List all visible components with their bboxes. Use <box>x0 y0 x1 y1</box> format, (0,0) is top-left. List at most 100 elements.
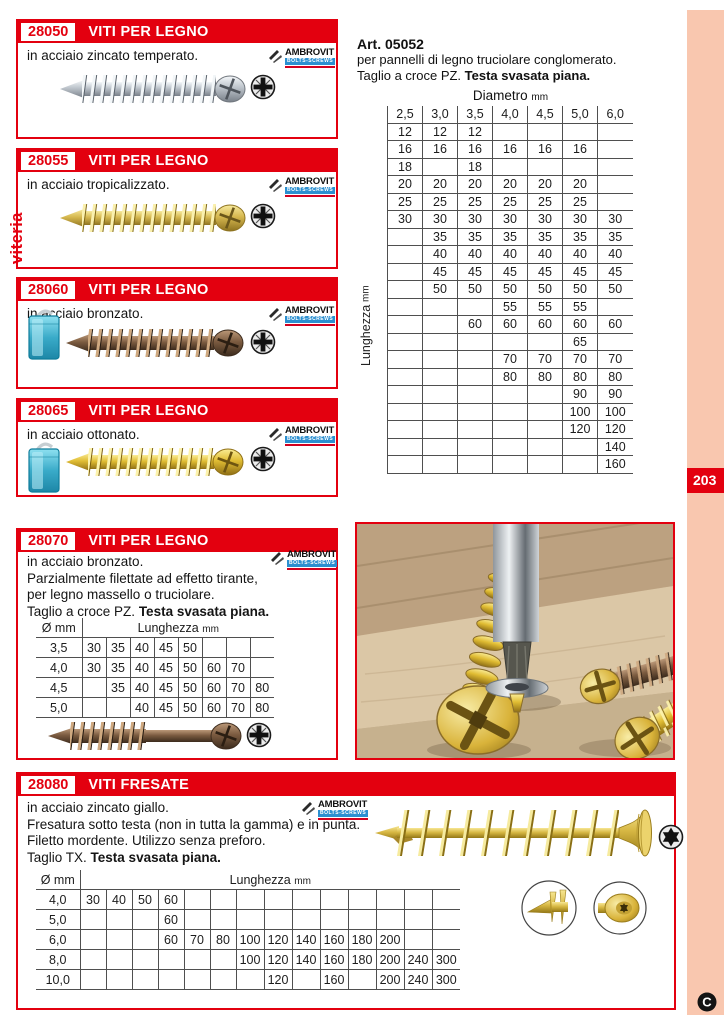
svg-text:C: C <box>702 995 712 1010</box>
table-cell <box>492 122 528 141</box>
table-cell <box>527 455 563 474</box>
table-cell: 60 <box>157 909 185 930</box>
table-cell: 50 <box>457 280 493 299</box>
table-row: 5,0 60 <box>36 909 460 930</box>
product-description-line: in acciaio ottonato. <box>27 427 140 442</box>
product-cut-text: Taglio TX. <box>27 849 87 865</box>
product-head-type: Testa svasata piana. <box>138 603 270 619</box>
table-cell: 60 <box>201 697 227 718</box>
table-cell <box>79 909 107 930</box>
table-cell <box>457 385 493 404</box>
table-cell: 80 <box>562 367 598 386</box>
table-row: 4,0 30 35 40 45 50 60 70 <box>36 657 274 678</box>
table-cell <box>492 332 528 351</box>
table-cell: 70 <box>225 677 251 698</box>
table-cell: 100 <box>597 402 633 421</box>
table-cell: 35 <box>105 637 131 658</box>
table-cell <box>422 157 458 176</box>
table-cell <box>492 385 528 404</box>
table-row: 60 60 60 60 60 <box>387 315 633 334</box>
brand-tagline: BOLTS-SCREWS <box>318 810 369 817</box>
product-description: in acciaio ottonato. <box>27 427 140 444</box>
table-cell <box>201 637 227 658</box>
table-row: 70 70 70 70 <box>387 350 633 369</box>
brand-logo: AMBROVIT BOLTS-SCREWS <box>301 800 369 820</box>
table-cell <box>492 437 528 456</box>
table-cell <box>209 969 237 990</box>
brand-text: AMBROVIT BOLTS-SCREWS <box>285 306 336 326</box>
table-cell: 40 <box>457 245 493 264</box>
table-cell <box>387 455 423 474</box>
table-cell: 80 <box>492 367 528 386</box>
brand-name: AMBROVIT <box>285 425 335 436</box>
product-title: VITI FRESATE <box>88 777 190 793</box>
table-cell <box>422 297 458 316</box>
table-row: 5,0 40 45 50 60 70 80 <box>36 697 274 718</box>
table-cell <box>183 909 211 930</box>
brand-text: AMBROVIT BOLTS-SCREWS <box>318 800 369 820</box>
table-cell: 40 <box>129 697 155 718</box>
brand-red-bar <box>285 443 336 446</box>
table-cell: 5,0 <box>36 909 81 930</box>
table-row: 160 <box>387 455 633 474</box>
table-cell <box>235 969 265 990</box>
product-title: VITI PER LEGNO <box>88 24 209 40</box>
table-cell: 40 <box>129 657 155 678</box>
table-cell: 65 <box>562 332 598 351</box>
table-cell: 60 <box>157 889 185 910</box>
table-cell: 140 <box>597 437 633 456</box>
col-header-cell: 3,5 <box>457 106 493 124</box>
product-code: 28070 <box>21 532 76 550</box>
brand-screws-icon <box>269 179 282 192</box>
table-cell <box>225 637 251 658</box>
table-cell: 200 <box>375 929 405 950</box>
table-cell <box>319 889 349 910</box>
table-row: 4,0 30 40 50 60 <box>36 889 460 910</box>
table-cell: 35 <box>105 657 131 678</box>
table-cell: 70 <box>183 929 211 950</box>
table-cell: 45 <box>153 637 179 658</box>
table-cell <box>387 437 423 456</box>
product-description-line: per legno massello o truciolare. <box>27 587 215 602</box>
table-cell: 100 <box>562 402 598 421</box>
table-cell: 40 <box>492 245 528 264</box>
pozidriv-icon <box>250 446 276 472</box>
table-cell <box>131 909 159 930</box>
table-cell: 120 <box>263 929 293 950</box>
product-description: in acciaio zincato temperato. <box>27 48 198 65</box>
table-row: 30 30 30 30 30 30 30 <box>387 210 633 229</box>
table-cell <box>347 889 377 910</box>
product-box: 28080 VITI FRESATE AMBROVIT BOLTS-SCREWS… <box>16 772 684 1010</box>
table-cell: 30 <box>527 210 563 229</box>
table-cell: 30 <box>597 210 633 229</box>
length-label: Lunghezza <box>137 620 199 635</box>
table-cell <box>431 889 460 910</box>
table-row: 20 20 20 20 20 20 <box>387 175 633 194</box>
size-table: Ø mm Lunghezza mm 3,5 30 35 40 45 50 4,0 30 35 40… <box>36 618 274 718</box>
length-header-cell: Lunghezza mm <box>79 870 460 890</box>
table-row: 4,5 35 40 45 50 60 70 80 <box>36 677 274 698</box>
product-code: 28080 <box>21 776 76 794</box>
brand-text: AMBROVIT BOLTS-SCREWS <box>285 48 336 68</box>
photo-scene <box>356 517 707 760</box>
table-cell <box>422 332 458 351</box>
table-cell <box>387 245 423 264</box>
table-cell: 160 <box>319 929 349 950</box>
table-cell: 45 <box>527 262 563 281</box>
table-cell <box>387 297 423 316</box>
table-cell <box>263 909 293 930</box>
table-header-row: Ø mm Lunghezza mm <box>36 870 460 890</box>
table-cell: 16 <box>492 140 528 159</box>
table-cell: 25 <box>492 192 528 211</box>
product-photo <box>355 517 707 760</box>
publisher-logo-icon: C <box>697 992 717 1017</box>
article-description-line: per pannelli di legno truciolare conglom… <box>357 52 617 67</box>
table-cell: 45 <box>153 657 179 678</box>
table-cell: 30 <box>492 210 528 229</box>
table-cell: 180 <box>347 949 377 970</box>
table-cell <box>347 969 377 990</box>
table-cell: 30 <box>457 210 493 229</box>
table-cell: 16 <box>527 140 563 159</box>
table-cell <box>79 949 107 970</box>
table-cell: 20 <box>527 175 563 194</box>
